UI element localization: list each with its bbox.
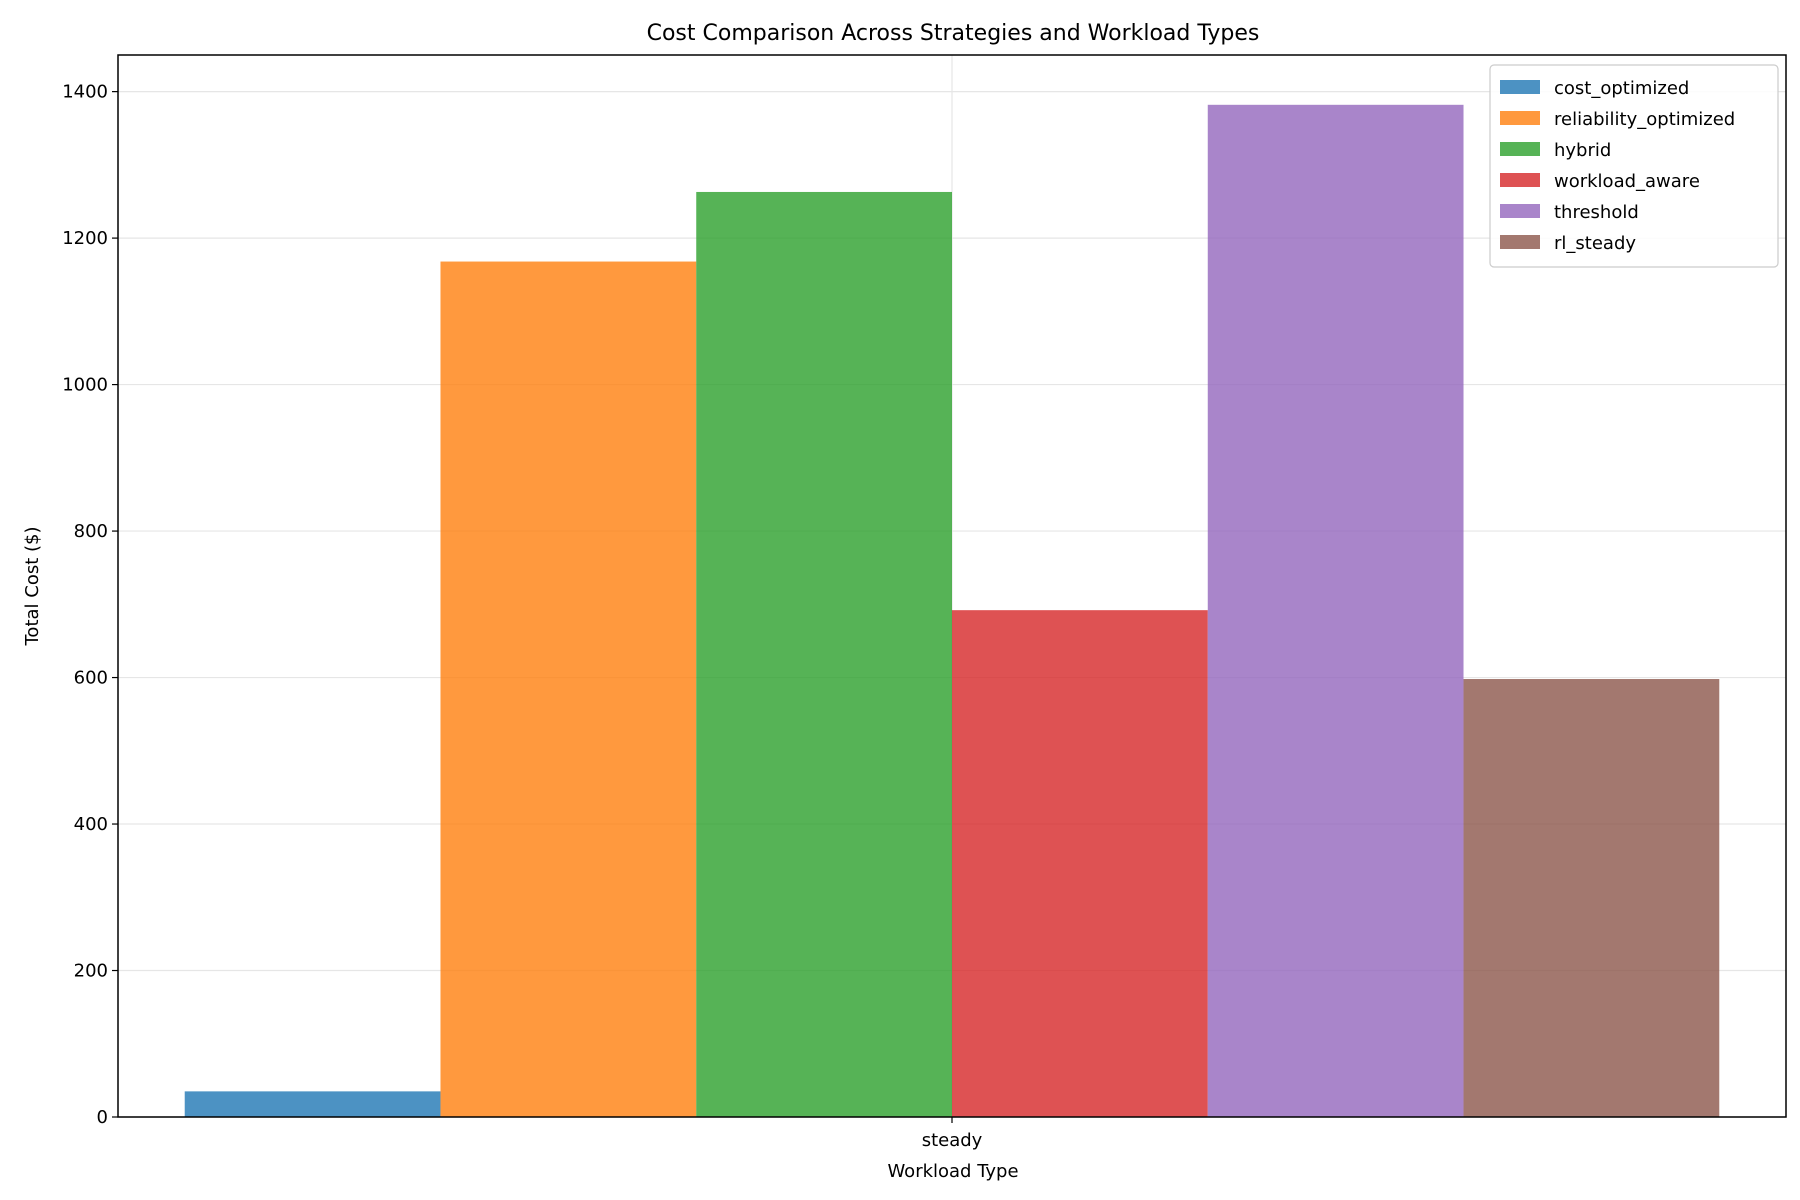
bar-reliability-optimized <box>440 261 697 1118</box>
y-tick-label: 400 <box>74 814 108 835</box>
y-tick-label: 1400 <box>62 82 108 103</box>
bar-threshold <box>1207 104 1464 1117</box>
y-tick-label: 0 <box>97 1107 108 1128</box>
legend-swatch <box>1500 142 1540 156</box>
legend-label: hybrid <box>1554 140 1611 161</box>
bar-rl-steady <box>1463 679 1720 1117</box>
x-tick-label: steady <box>922 1130 983 1151</box>
y-tick-label: 800 <box>74 521 108 542</box>
legend-label: reliability_optimized <box>1554 109 1735 130</box>
x-axis-ticks: steady <box>922 1117 983 1151</box>
x-axis-label: Workload Type <box>887 1161 1018 1182</box>
bar-cost-optimized <box>184 1091 441 1117</box>
y-tick-label: 600 <box>74 668 108 689</box>
bar-hybrid <box>696 191 952 1118</box>
y-tick-label: 1000 <box>62 375 108 396</box>
y-tick-label: 1200 <box>62 228 108 249</box>
y-tick-label: 200 <box>74 961 108 982</box>
legend-swatch <box>1500 173 1540 187</box>
bar-workload-aware <box>952 610 1208 1117</box>
legend-swatch <box>1500 111 1540 125</box>
legend-label: threshold <box>1554 202 1639 223</box>
legend-swatch <box>1500 80 1540 94</box>
legend-swatch <box>1500 204 1540 218</box>
y-axis-ticks: 0 200 400 600 800 1000 1200 1400 <box>62 82 118 1128</box>
legend: cost_optimized reliability_optimizedhybri… <box>1489 64 1779 268</box>
bars <box>184 104 1720 1118</box>
legend-label: workload_aware <box>1554 171 1700 192</box>
chart-title: Cost Comparison Across Strategies and Wo… <box>647 21 1260 46</box>
legend-swatch <box>1500 235 1540 249</box>
legend-label: rl_steady <box>1554 233 1636 254</box>
y-axis-label: Total Cost ($) <box>22 527 43 647</box>
legend-label: cost_optimized <box>1554 78 1689 99</box>
legend-frame <box>1489 64 1779 268</box>
